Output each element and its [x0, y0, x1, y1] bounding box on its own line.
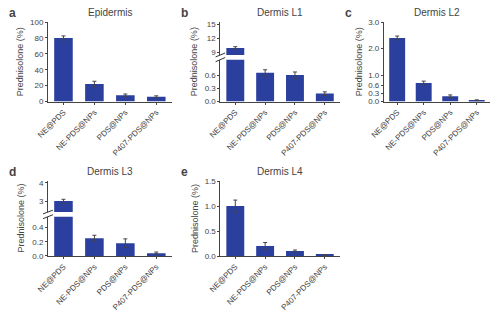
svg-text:0.0: 0.0	[32, 252, 44, 261]
svg-text:NE@PDS: NE@PDS	[36, 108, 68, 140]
svg-text:P407-PDS@NPs: P407-PDS@NPs	[431, 108, 481, 158]
svg-text:15: 15	[207, 20, 216, 29]
svg-text:20: 20	[34, 81, 43, 90]
svg-text:0.6: 0.6	[368, 81, 380, 90]
svg-text:80: 80	[34, 34, 43, 43]
svg-text:e: e	[181, 165, 188, 179]
svg-text:0.0: 0.0	[368, 97, 380, 106]
svg-text:0.3: 0.3	[205, 84, 217, 93]
svg-text:Dermis L2: Dermis L2	[414, 7, 460, 18]
svg-text:a: a	[9, 6, 16, 20]
svg-text:d: d	[9, 165, 16, 179]
svg-text:NE-PDS@NPs: NE-PDS@NPs	[54, 108, 98, 152]
svg-text:PDS@NPs: PDS@NPs	[95, 108, 129, 142]
svg-text:PDS@NPs: PDS@NPs	[95, 262, 129, 296]
svg-text:Dermis L4: Dermis L4	[257, 166, 303, 177]
svg-text:1.5: 1.5	[205, 177, 217, 186]
svg-text:Prednisolone (%): Prednisolone (%)	[16, 184, 26, 253]
svg-text:Prednisolone (%): Prednisolone (%)	[190, 184, 200, 253]
svg-text:60: 60	[34, 50, 43, 59]
svg-text:Dermis L3: Dermis L3	[87, 166, 133, 177]
svg-text:P407-PDS@NPs: P407-PDS@NPs	[111, 108, 161, 158]
svg-text:Prednisolone (%): Prednisolone (%)	[189, 27, 199, 96]
svg-text:0.0: 0.0	[205, 97, 217, 106]
svg-text:P407-PDS@NPs: P407-PDS@NPs	[111, 262, 161, 312]
svg-text:Prednisolone (%): Prednisolone (%)	[354, 27, 364, 96]
svg-text:3: 3	[39, 197, 44, 206]
svg-text:1.0: 1.0	[368, 71, 380, 80]
svg-text:NE@PDS: NE@PDS	[208, 262, 240, 294]
svg-text:Dermis L1: Dermis L1	[257, 7, 303, 18]
svg-text:0: 0	[39, 97, 44, 106]
svg-text:PDS@NPs: PDS@NPs	[420, 108, 454, 142]
svg-text:4: 4	[39, 179, 44, 188]
svg-text:b: b	[181, 6, 188, 20]
svg-text:Prednisolone (%): Prednisolone (%)	[15, 27, 25, 96]
svg-text:P407-PDS@NPs: P407-PDS@NPs	[280, 108, 330, 158]
svg-text:40: 40	[34, 66, 43, 75]
svg-text:NE@PDS: NE@PDS	[36, 262, 68, 294]
svg-text:c: c	[345, 6, 352, 20]
svg-text:12: 12	[207, 34, 216, 43]
svg-text:2.0: 2.0	[368, 44, 380, 53]
svg-text:100: 100	[30, 18, 44, 27]
svg-text:9: 9	[211, 48, 216, 57]
svg-text:NE@PDS: NE@PDS	[208, 108, 240, 140]
svg-text:0.4: 0.4	[32, 223, 44, 232]
svg-text:0.3: 0.3	[368, 89, 380, 98]
svg-text:NE-PDS@NPs: NE-PDS@NPs	[54, 262, 98, 306]
svg-text:Epidermis: Epidermis	[88, 7, 132, 18]
svg-text:0.6: 0.6	[205, 71, 217, 80]
svg-text:NE-PDS@NPs: NE-PDS@NPs	[384, 108, 428, 152]
svg-text:PDS@NPs: PDS@NPs	[265, 108, 299, 142]
svg-text:P407-PDS@NPs: P407-PDS@NPs	[280, 262, 330, 312]
svg-text:0.5: 0.5	[205, 227, 217, 236]
svg-text:0.0: 0.0	[205, 252, 217, 261]
svg-text:NE-PDS@NPs: NE-PDS@NPs	[225, 262, 269, 306]
svg-text:NE@PDS: NE@PDS	[370, 108, 402, 140]
svg-text:1.0: 1.0	[205, 202, 217, 211]
svg-text:NE-PDS@NPs: NE-PDS@NPs	[225, 108, 269, 152]
svg-text:3.0: 3.0	[368, 18, 380, 27]
svg-text:0.2: 0.2	[32, 238, 44, 247]
svg-text:PDS@NPs: PDS@NPs	[265, 262, 299, 296]
